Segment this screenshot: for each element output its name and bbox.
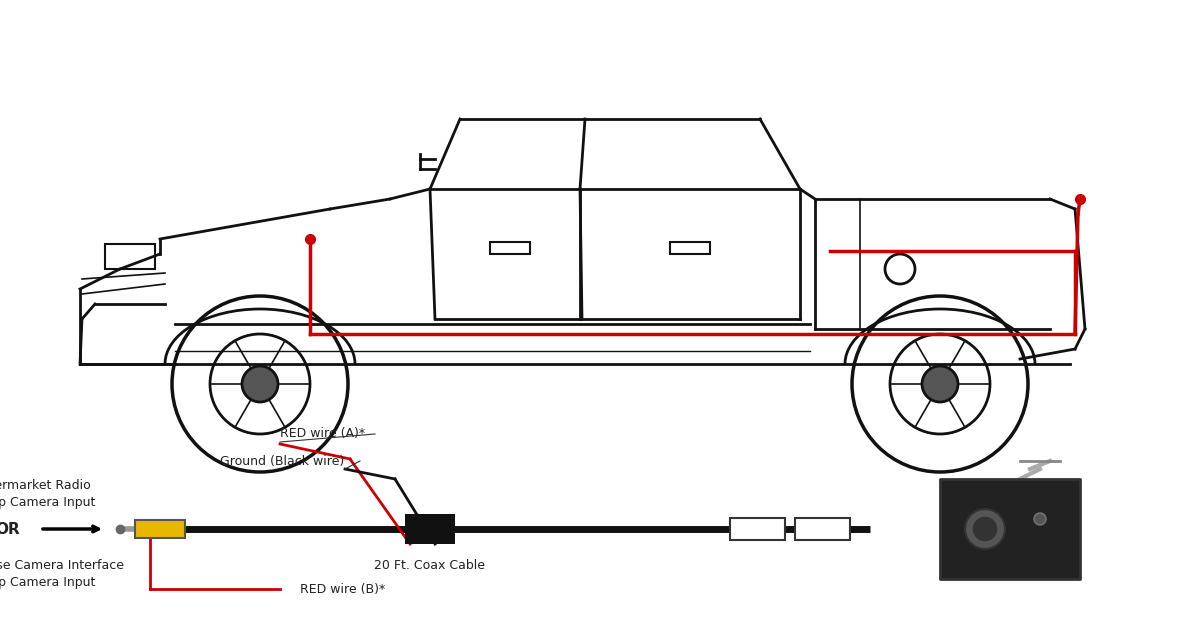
Circle shape [1034, 513, 1046, 525]
Bar [731, 518, 785, 540]
Circle shape [965, 509, 1005, 549]
Bar [670, 242, 710, 254]
Text: RED wire (A)*: RED wire (A)* [280, 428, 365, 440]
Bar [404, 514, 455, 544]
Bar [795, 518, 850, 540]
Bar [490, 242, 530, 254]
Bar [106, 244, 155, 269]
Text: Reverse Camera Interface
Backup Camera Input: Reverse Camera Interface Backup Camera I… [0, 559, 125, 589]
Circle shape [973, 516, 997, 542]
Bar [135, 520, 185, 538]
Text: 20 Ft. Coax Cable: 20 Ft. Coax Cable [375, 559, 485, 572]
Text: OR: OR [0, 521, 20, 537]
Circle shape [242, 366, 278, 402]
Text: Ground (Black wire): Ground (Black wire) [219, 455, 344, 467]
Text: RED wire (B)*: RED wire (B)* [300, 582, 385, 596]
Text: To Aftermarket Radio
Backup Camera Input: To Aftermarket Radio Backup Camera Input [0, 479, 95, 509]
Bar [940, 479, 1080, 579]
Circle shape [922, 366, 958, 402]
